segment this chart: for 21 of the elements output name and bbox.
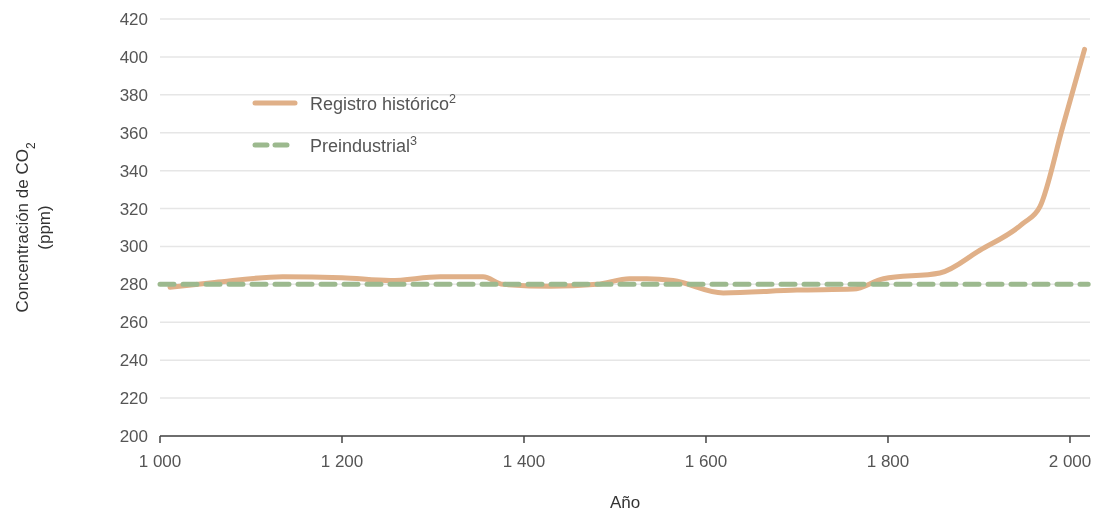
y-tick-label: 280 (119, 275, 148, 295)
x-tick-label: 1 600 (684, 452, 728, 471)
x-axis-title: Año (609, 493, 641, 512)
y-tick-label: 300 (119, 237, 148, 257)
y-tick-label: 320 (119, 199, 148, 219)
legend-label: Registro histórico$^{2}$ (310, 92, 457, 114)
x-tick-label: 1 800 (866, 452, 910, 471)
y-tick-label: 420 (119, 10, 148, 29)
x-tick-label: 2 000 (1048, 452, 1092, 471)
y-tick-label: 240 (119, 351, 148, 371)
x-tick-label: 1 000 (138, 452, 182, 471)
x-tick-label: 1 200 (320, 452, 364, 471)
x-tick-label: 1 400 (502, 452, 546, 471)
y-tick-label: 340 (119, 161, 148, 181)
y-tick-label: 220 (119, 389, 148, 409)
y-tick-label: 200 (119, 427, 148, 446)
legend-label: Preindustrial$^{3}$ (310, 134, 418, 156)
y-tick-label: 260 (119, 313, 148, 333)
y-tick-label: 400 (119, 47, 148, 67)
y-tick-label: 360 (119, 123, 148, 143)
y-tick-label: 380 (119, 85, 148, 105)
